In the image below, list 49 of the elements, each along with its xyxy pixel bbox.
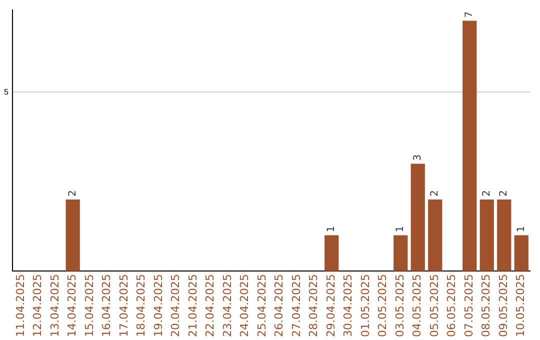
x-tick-label: 30.04.2025 bbox=[342, 274, 355, 338]
x-tick-label: 03.05.2025 bbox=[393, 274, 406, 338]
bar bbox=[66, 200, 80, 272]
x-tick-label: 26.04.2025 bbox=[272, 274, 286, 338]
x-tick-label: 08.05.2025 bbox=[480, 274, 493, 338]
data-label: 1 bbox=[326, 226, 338, 232]
x-tick-label: 11.04.2025 bbox=[14, 274, 27, 338]
bar bbox=[514, 235, 528, 272]
x-tick-label: 09.05.2025 bbox=[496, 274, 510, 338]
bar bbox=[480, 200, 494, 272]
bar bbox=[462, 20, 477, 272]
x-tick-label: 14.04.2025 bbox=[66, 274, 79, 338]
x-tick-label: 13.04.2025 bbox=[48, 274, 62, 338]
x-tick-label: 29.04.2025 bbox=[324, 274, 338, 338]
bar bbox=[324, 235, 339, 272]
bar bbox=[497, 200, 512, 272]
x-tick-label: 18.04.2025 bbox=[134, 274, 148, 338]
x-tick-label: 20.04.2025 bbox=[169, 274, 182, 338]
x-tick-label: 10.05.2025 bbox=[514, 274, 528, 338]
x-tick-label: 28.04.2025 bbox=[307, 274, 320, 338]
x-tick-label: 05.05.2025 bbox=[428, 274, 441, 338]
data-label: 3 bbox=[412, 154, 424, 161]
bar bbox=[410, 164, 425, 272]
bar bbox=[428, 200, 442, 272]
y-tick-label: 5 bbox=[4, 87, 9, 96]
x-tick-label: 12.04.2025 bbox=[31, 274, 44, 338]
x-tick-label: 19.04.2025 bbox=[152, 274, 165, 338]
x-tick-label: 16.04.2025 bbox=[100, 274, 114, 338]
x-tick-label: 24.04.2025 bbox=[238, 274, 252, 338]
data-label: 7 bbox=[464, 11, 476, 18]
x-tick-label: 27.04.2025 bbox=[290, 274, 303, 338]
x-tick-label: 06.05.2025 bbox=[445, 274, 458, 338]
bar bbox=[394, 235, 408, 272]
x-tick-label: 23.04.2025 bbox=[220, 274, 234, 338]
data-label: 2 bbox=[498, 190, 510, 197]
x-tick-label: 07.05.2025 bbox=[462, 274, 476, 338]
x-tick-label: 15.04.2025 bbox=[82, 274, 96, 338]
x-tick-label: 01.05.2025 bbox=[358, 274, 372, 338]
x-tick-label: 04.05.2025 bbox=[410, 274, 424, 338]
x-tick-label: 02.05.2025 bbox=[376, 274, 390, 338]
x-tick-label: 21.04.2025 bbox=[186, 274, 200, 338]
data-label: 2 bbox=[481, 190, 492, 197]
data-label: 2 bbox=[67, 190, 78, 197]
x-tick-label: 22.04.2025 bbox=[204, 274, 217, 338]
data-label: 2 bbox=[430, 190, 441, 197]
x-tick-label: 25.04.2025 bbox=[255, 274, 268, 338]
x-tick-label: 17.04.2025 bbox=[117, 274, 130, 338]
data-label: 1 bbox=[395, 226, 406, 232]
data-label: 1 bbox=[516, 226, 527, 232]
